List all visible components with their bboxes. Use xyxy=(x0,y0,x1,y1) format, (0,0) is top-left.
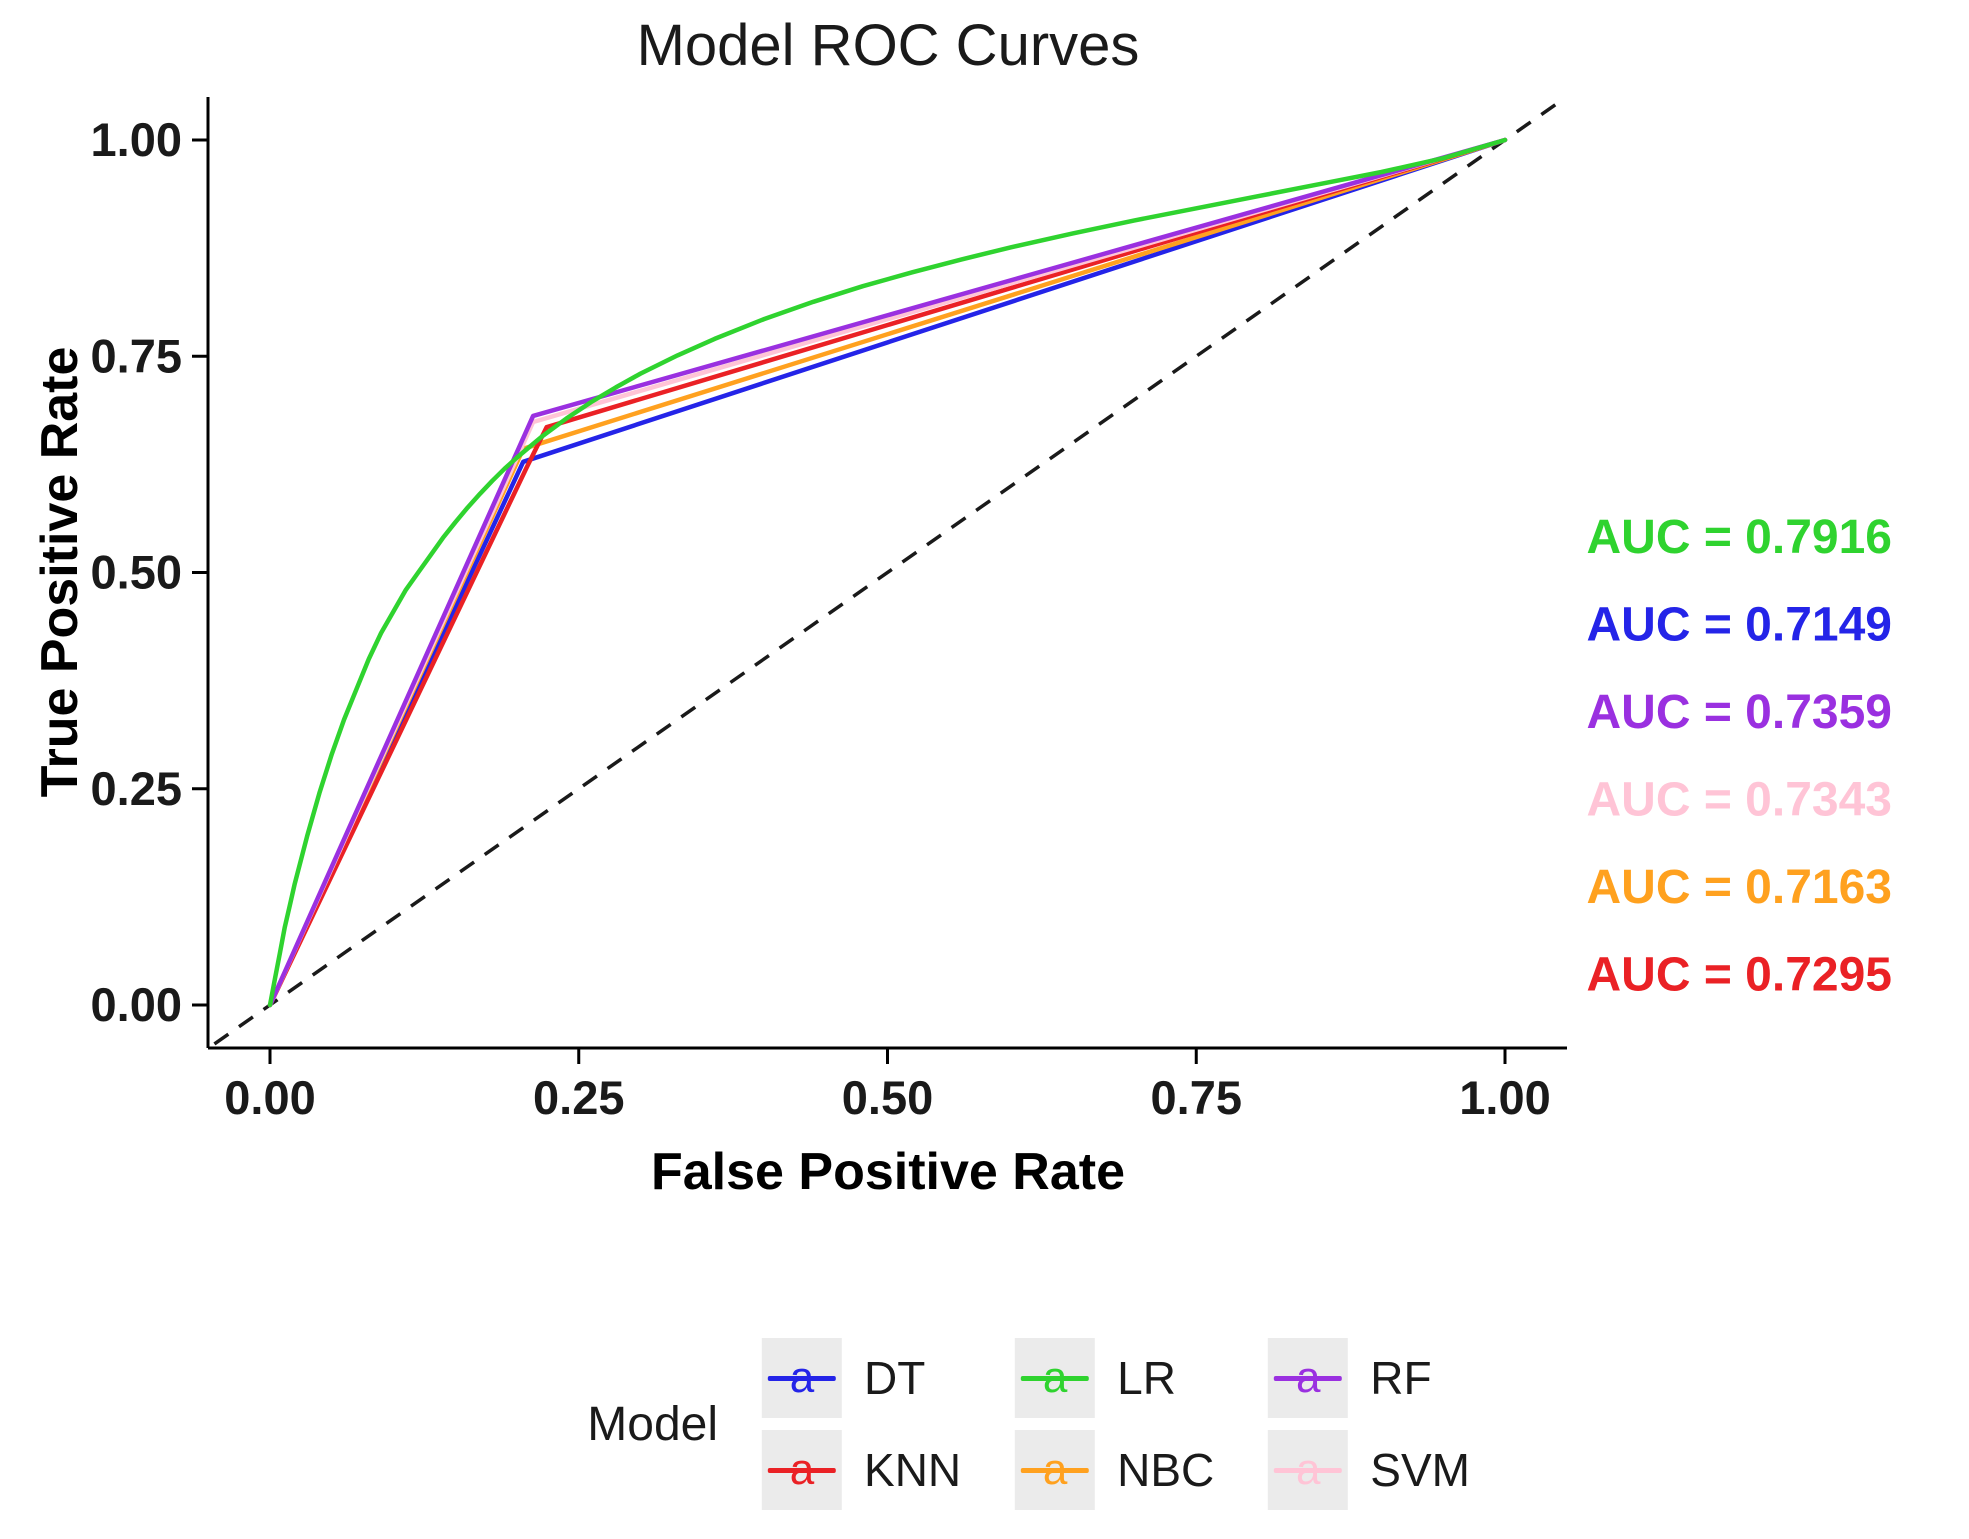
legend-item-rf: a RF xyxy=(1268,1338,1470,1418)
legend-key-dt: a xyxy=(762,1338,843,1418)
y-tick-label: 0.25 xyxy=(91,762,182,815)
legend-label-dt: DT xyxy=(864,1352,926,1404)
legend-label-nbc: NBC xyxy=(1117,1444,1215,1496)
legend-key-nbc: a xyxy=(1015,1430,1096,1510)
roc-curve-knn xyxy=(267,137,1508,1008)
legend-key-line-icon xyxy=(1274,1376,1343,1381)
x-tick-label: 0.25 xyxy=(533,1071,624,1124)
roc-curve-lr xyxy=(267,137,1508,1008)
legend-key-line-icon xyxy=(768,1376,837,1381)
y-axis-title: True Positive Rate xyxy=(31,346,89,798)
legend-key-rf: a xyxy=(1268,1338,1349,1418)
legend-label-rf: RF xyxy=(1370,1352,1432,1404)
legend-item-knn: a KNN xyxy=(762,1430,961,1510)
legend-key-knn: a xyxy=(762,1430,843,1510)
legend-key-a-glyph-icon: a xyxy=(789,1353,815,1402)
legend-label-svm: SVM xyxy=(1370,1444,1470,1496)
legend-title: Model xyxy=(587,1397,719,1451)
y-tick-label: 0.00 xyxy=(91,978,182,1031)
auc-annotation-2: AUC = 0.7149 xyxy=(1586,599,1892,652)
y-tick-label: 1.00 xyxy=(91,113,182,166)
auc-annotation-4: AUC = 0.7343 xyxy=(1586,774,1892,827)
legend-key-a-glyph-icon: a xyxy=(1042,1445,1068,1494)
auc-annotation-6: AUC = 0.7295 xyxy=(1586,949,1892,1002)
legend-label-knn: KNN xyxy=(864,1444,962,1496)
roc-curve-rf xyxy=(267,137,1508,1008)
legend-key-svm: a xyxy=(1268,1430,1349,1510)
legend-key-a-glyph-icon: a xyxy=(789,1445,815,1494)
legend-item-nbc: a NBC xyxy=(1015,1430,1214,1510)
legend-item-lr: a LR xyxy=(1015,1338,1214,1418)
legend-key-a-glyph-icon: a xyxy=(1042,1353,1068,1402)
x-tick-label: 1.00 xyxy=(1459,1071,1550,1124)
y-tick-label: 0.50 xyxy=(91,546,182,599)
legend-key-a-glyph-icon: a xyxy=(1296,1353,1321,1402)
auc-annotation-5: AUC = 0.7163 xyxy=(1586,861,1892,914)
legend-item-dt: a DT xyxy=(762,1338,961,1418)
y-tick-label: 0.75 xyxy=(91,329,182,382)
chart-title: Model ROC Curves xyxy=(636,13,1140,78)
legend-key-line-icon xyxy=(1274,1468,1343,1473)
legend-key-a-glyph-icon: a xyxy=(1296,1445,1321,1494)
x-tick-label: 0.75 xyxy=(1151,1071,1242,1124)
x-tick-label: 0.50 xyxy=(842,1071,933,1124)
legend-key-line-icon xyxy=(1021,1376,1090,1381)
legend-label-lr: LR xyxy=(1117,1352,1176,1404)
auc-annotation-3: AUC = 0.7359 xyxy=(1586,686,1892,739)
legend-key-line-icon xyxy=(1021,1468,1090,1473)
legend-key-lr: a xyxy=(1015,1338,1096,1418)
auc-annotation-1: AUC = 0.7916 xyxy=(1586,511,1892,564)
legend-item-svm: a SVM xyxy=(1268,1430,1470,1510)
chance-diagonal-line xyxy=(213,97,1565,1046)
legend: Model a DT a LR a RF a KNN a NBC a SVM xyxy=(587,1338,1470,1510)
legend-key-line-icon xyxy=(768,1468,837,1473)
legend-entries: a DT a LR a RF a KNN a NBC a SVM xyxy=(762,1338,1470,1510)
x-axis-title: False Positive Rate xyxy=(651,1143,1125,1201)
x-tick-label: 0.00 xyxy=(224,1071,315,1124)
